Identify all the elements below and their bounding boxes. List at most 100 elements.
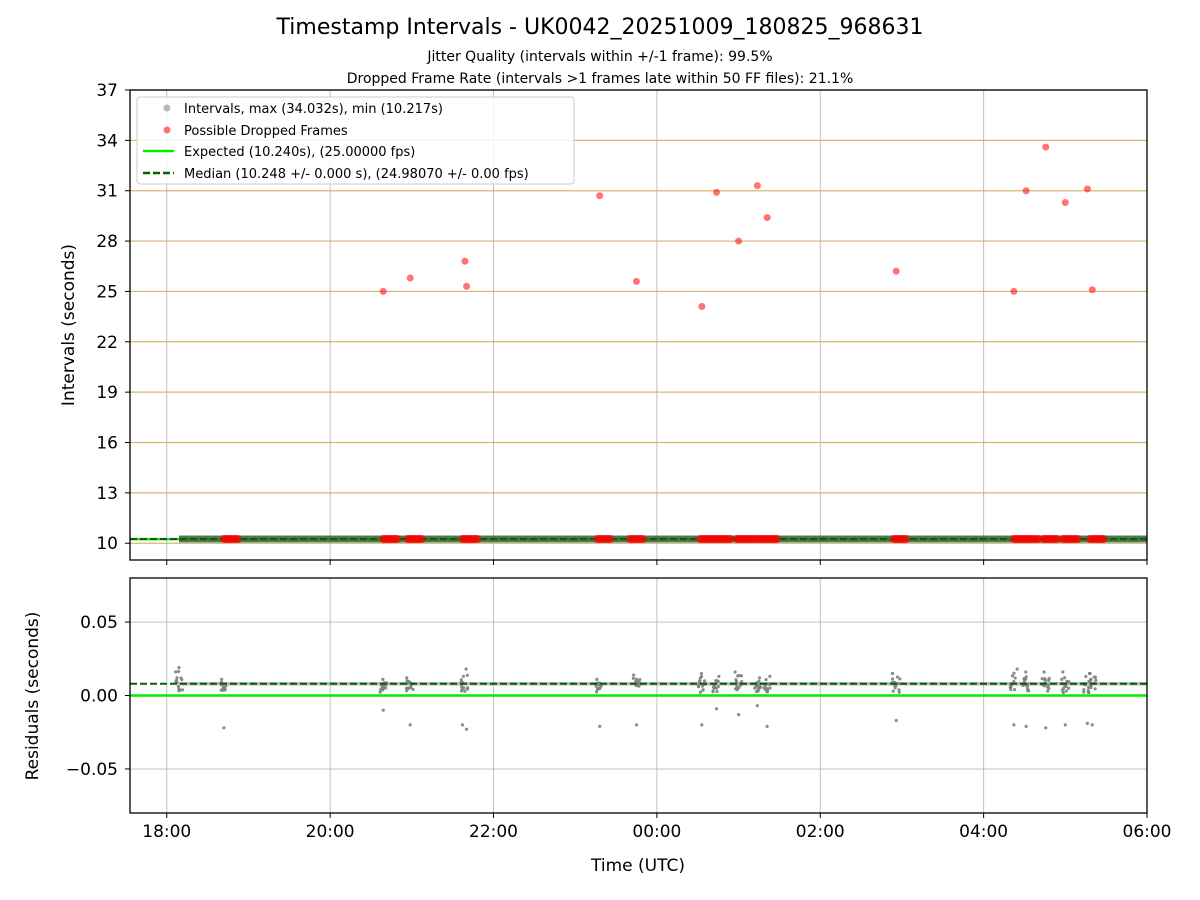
dropped-frame-point	[1022, 187, 1030, 195]
residual-point	[698, 679, 702, 683]
residual-point	[634, 679, 638, 684]
residual-point	[174, 670, 178, 674]
legend-marker-dropped	[163, 126, 171, 134]
dropped-frame-point	[632, 277, 640, 285]
residual-point	[1009, 688, 1013, 692]
residual-point	[757, 679, 761, 683]
residual-point	[598, 686, 602, 690]
dropped-frame-point	[698, 303, 706, 311]
residual-point	[1047, 678, 1051, 682]
residual-point	[1024, 670, 1028, 674]
residual-point	[632, 673, 636, 677]
residual-point	[175, 676, 179, 680]
residual-point	[1012, 671, 1016, 675]
bottom-xtick-label: 20:00	[306, 822, 355, 842]
residual-outlier-point	[736, 712, 741, 717]
residual-point	[737, 673, 741, 678]
residual-point	[1061, 670, 1065, 674]
residual-point	[381, 677, 385, 681]
residual-outlier-point	[714, 707, 719, 711]
residual-point	[1013, 676, 1017, 680]
bottom-axis-ticks: 0.05 0.00 −0.05 18:00 20:00 22:00 00:00 02:00 04…	[66, 613, 1172, 842]
residual-point	[405, 676, 409, 680]
dropped-frame-point-baseline	[1073, 535, 1082, 544]
residual-point	[177, 669, 181, 674]
top-ytick-label: 25	[96, 282, 118, 302]
residual-point	[897, 688, 901, 692]
residual-point	[177, 687, 181, 691]
residual-point	[1026, 689, 1030, 693]
residual-point	[764, 678, 768, 682]
residual-point	[381, 688, 385, 692]
dropped-frame-point	[735, 237, 743, 245]
residual-point	[696, 684, 700, 688]
dropped-frame-point-baseline	[1099, 535, 1108, 544]
residual-point	[459, 678, 463, 682]
dropped-frame-point-baseline	[233, 535, 242, 544]
residual-point	[382, 685, 386, 689]
residual-point	[461, 674, 466, 678]
residual-point	[763, 684, 767, 688]
residual-point	[1087, 690, 1091, 694]
bottom-xtick-label: 18:00	[142, 822, 191, 842]
residual-point	[1042, 670, 1046, 674]
residual-outlier-point	[460, 723, 465, 727]
top-ytick-label: 10	[96, 534, 118, 554]
dropped-frame-point-baseline	[726, 535, 735, 544]
residual-point	[1060, 677, 1064, 682]
residual-point	[179, 676, 183, 680]
residual-point	[1012, 680, 1016, 684]
top-ytick-label: 16	[96, 434, 118, 454]
residual-point	[1012, 688, 1017, 692]
residual-outlier-point	[1044, 726, 1048, 730]
dropped-frame-point	[461, 257, 469, 265]
dropped-frame-point-baseline	[638, 535, 647, 544]
residual-point	[223, 686, 227, 691]
dropped-frame-point	[1042, 143, 1050, 151]
residual-outlier-point	[1063, 723, 1067, 727]
legend-marker-intervals	[163, 104, 171, 112]
residual-point	[1084, 674, 1088, 679]
dropped-frame-point	[763, 214, 771, 222]
residual-point	[463, 689, 467, 693]
bottom-xtick-label: 06:00	[1123, 822, 1172, 842]
residual-point	[890, 671, 895, 676]
residual-outlier-point	[894, 718, 898, 723]
dropped-frame-point	[1010, 287, 1018, 295]
residual-outlier-point	[598, 724, 602, 728]
dropped-frame-point	[892, 267, 900, 275]
residual-point	[1060, 688, 1064, 692]
legend-label-intervals: Intervals, max (34.032s), min (10.217s)	[184, 102, 443, 117]
residual-point	[409, 685, 413, 689]
residual-outlier-point	[464, 727, 469, 731]
dropped-frame-point	[406, 274, 414, 282]
residual-point	[405, 689, 409, 693]
residual-point	[378, 688, 383, 692]
residual-outlier-point	[1090, 723, 1094, 727]
residual-point	[1046, 683, 1051, 687]
residual-point	[699, 671, 703, 676]
bottom-ytick-label: 0.05	[80, 613, 118, 633]
residual-point	[893, 686, 897, 690]
residual-point	[594, 684, 598, 688]
residual-point	[716, 684, 720, 689]
residual-point	[757, 676, 762, 680]
dropped-frame-point	[753, 182, 761, 190]
residual-point	[1093, 687, 1097, 691]
legend: Intervals, max (34.032s), min (10.217s) …	[136, 96, 575, 185]
residual-point	[1015, 667, 1019, 671]
dropped-frame-point	[1083, 185, 1091, 193]
residual-outlier-point	[755, 704, 759, 708]
residual-point	[1082, 690, 1086, 694]
dropped-frame-point-baseline	[772, 535, 781, 544]
residual-point	[891, 689, 895, 693]
residual-outlier-point	[222, 726, 226, 730]
residual-point	[1067, 686, 1071, 690]
bottom-xtick-label: 04:00	[959, 822, 1008, 842]
residual-point	[1062, 676, 1067, 680]
chart-subtitle-jitter: Jitter Quality (intervals within +/-1 fr…	[427, 49, 773, 65]
residual-point	[595, 690, 599, 694]
residual-point	[405, 679, 409, 683]
residual-point	[411, 687, 415, 692]
